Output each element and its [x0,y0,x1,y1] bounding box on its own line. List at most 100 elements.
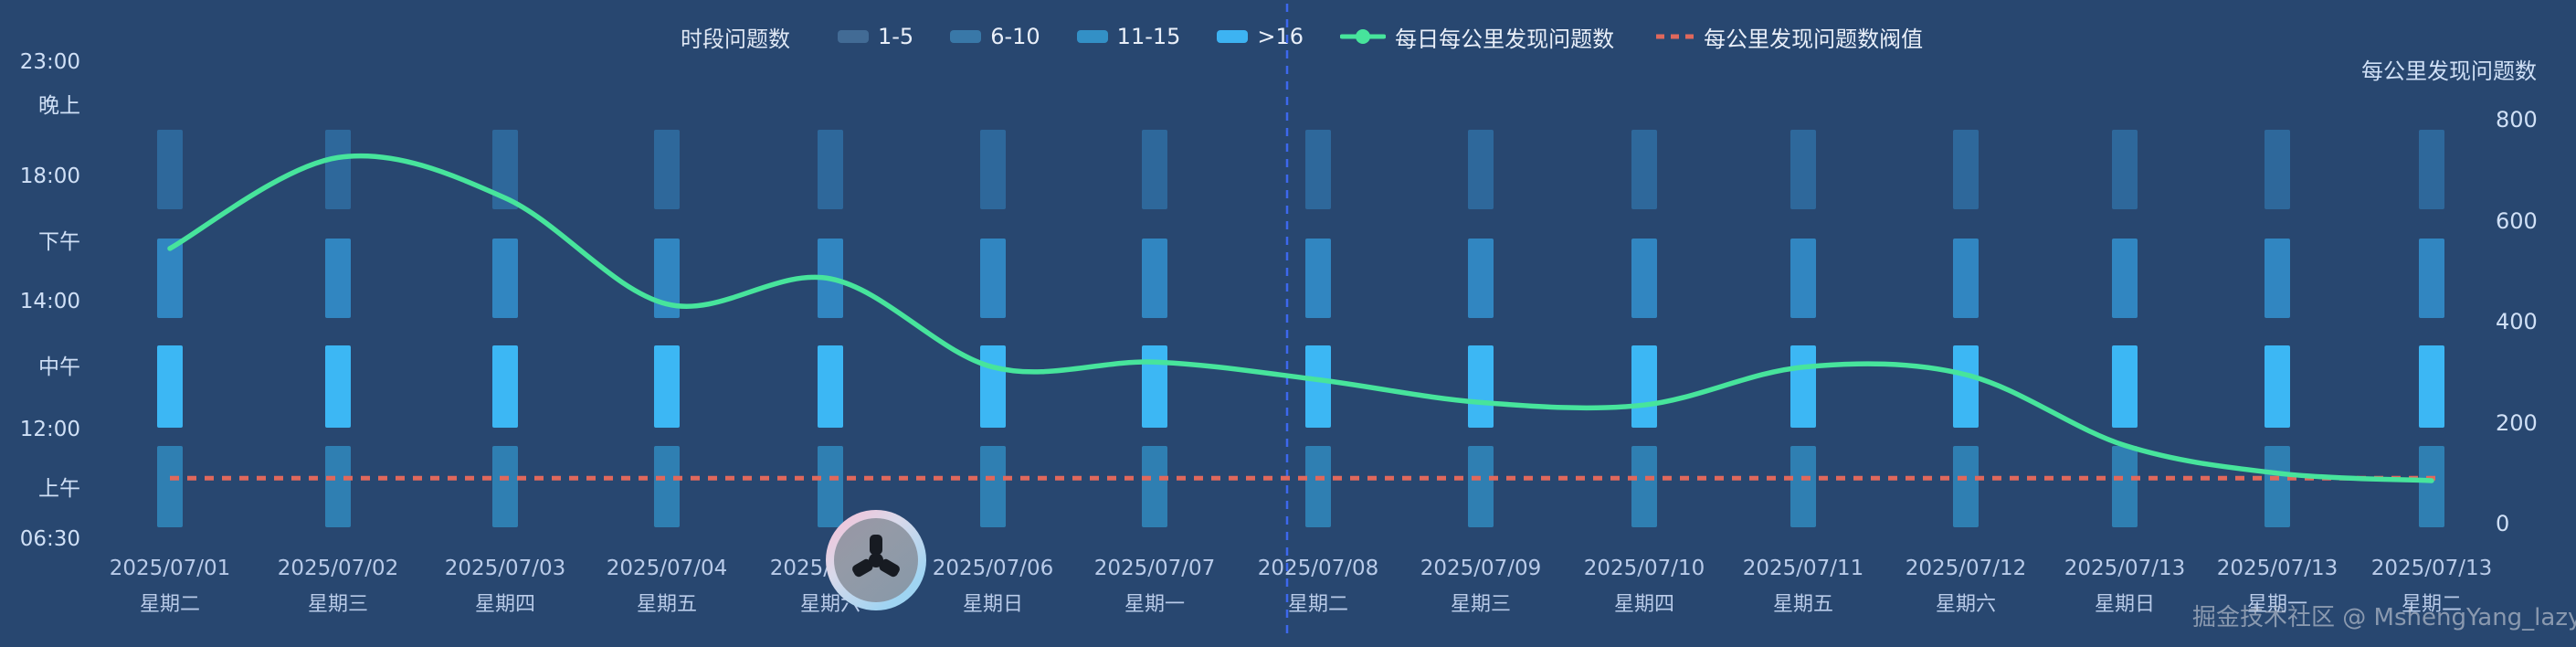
period-bar [1142,239,1167,318]
x-axis-weekday-label: 星期五 [1772,593,1833,616]
legend-item-threshold[interactable]: 每公里发现问题数阀值 [1656,21,1923,53]
period-bar [1953,239,1979,318]
legend-swatch [838,30,869,43]
period-bar [157,239,183,318]
x-axis-weekday-label: 星期一 [1124,593,1185,616]
x-axis-weekday-label: 星期六 [1935,593,1996,616]
period-bar [2112,239,2138,318]
legend-item-1-5[interactable]: 1-5 [838,24,913,49]
period-bar [492,345,518,428]
x-axis-weekday-label: 星期日 [2094,593,2155,616]
juejin-logo-badge [826,510,926,610]
period-bar [2419,345,2444,428]
x-axis-date-label: 2025/07/03 [444,557,566,580]
period-bar [492,446,518,527]
period-bar [1631,345,1657,428]
period-bar [1790,446,1816,527]
period-bar [1142,130,1167,209]
period-bar [2265,446,2290,527]
period-bar [1953,130,1979,209]
period-bar [157,345,183,428]
x-axis-weekday-label: 星期三 [307,593,368,616]
period-bar [2265,239,2290,318]
period-bar [818,130,843,209]
period-bar [1468,446,1494,527]
x-axis-weekday-label: 星期日 [962,593,1023,616]
period-bar [1305,345,1331,428]
period-bar [980,345,1006,428]
period-bar [2419,446,2444,527]
x-axis-weekday-label: 星期三 [1450,593,1511,616]
period-bar [1305,239,1331,318]
left-axis-label: 14:00 [19,290,80,313]
legend-swatch [1217,30,1249,43]
period-bar [325,239,351,318]
legend-item->16[interactable]: >16 [1217,24,1304,49]
period-bar [1305,446,1331,527]
line-series-marker-icon [1340,29,1387,44]
period-bar [2265,130,2290,209]
legend-bucket-label: 1-5 [878,24,914,49]
period-bar [492,130,518,209]
right-axis-tick: 0 [2496,511,2510,536]
x-axis-date-label: 2025/07/13 [2216,557,2338,580]
period-bar [2112,446,2138,527]
legend-swatch [950,30,982,43]
period-bar [1631,239,1657,318]
x-axis-weekday-label: 星期二 [139,593,200,616]
left-axis-label: 上午 [38,477,80,501]
legend-bucket-label: 11-15 [1116,24,1181,49]
period-bar [325,345,351,428]
right-axis-tick: 800 [2496,107,2538,133]
x-axis-weekday-label: 星期一 [2246,593,2307,616]
legend-item-6-10[interactable]: 6-10 [950,24,1040,49]
right-axis-title: 每公里发现问题数 [2361,58,2537,84]
period-bar [325,130,351,209]
left-axis-label: 23:00 [19,50,80,74]
x-axis-weekday-label: 星期四 [474,593,535,616]
period-bar [818,239,843,318]
period-bar [325,446,351,527]
period-bar [2112,130,2138,209]
period-bar [818,446,843,527]
x-axis-weekday-label: 星期四 [1613,593,1674,616]
x-axis-date-label: 2025/07/04 [606,557,728,580]
x-axis-date-label: 2025/07/12 [1905,557,2027,580]
x-axis-date-label: 2025/07/10 [1583,557,1705,580]
right-axis-tick: 600 [2496,207,2538,234]
period-bar [980,446,1006,527]
left-axis-label: 中午 [38,355,80,379]
period-bar [1142,345,1167,428]
legend-item-11-15[interactable]: 11-15 [1076,24,1181,49]
period-bar [1142,446,1167,527]
legend-item-daily-line[interactable]: 每日每公里发现问题数 [1340,21,1614,53]
period-bar [1631,130,1657,209]
period-bar [1468,345,1494,428]
period-bar [654,130,680,209]
x-axis-date-label: 2025/07/13 [2064,557,2186,580]
left-axis-label: 12:00 [19,418,80,441]
x-axis-date-label: 2025/07/13 [2370,557,2493,580]
period-bar [1468,239,1494,318]
x-axis-date-label: 2025/07/06 [932,557,1054,580]
period-bar [654,239,680,318]
left-axis-label: 晚上 [38,94,80,118]
period-bar [1631,446,1657,527]
legend-bucket-label: >16 [1257,24,1304,49]
period-bar [2112,345,2138,428]
period-bar [157,130,183,209]
right-axis-tick: 200 [2496,409,2538,436]
threshold-marker-icon [1656,34,1695,39]
legend-group-title: 时段问题数 [681,26,790,52]
period-bar [2419,239,2444,318]
x-axis-date-label: 2025/07/02 [277,557,399,580]
x-axis-weekday-label: 星期二 [1287,593,1348,616]
x-axis-date-label: 2025/07/08 [1257,557,1379,580]
period-bar [818,345,843,428]
right-axis-tick: 400 [2496,309,2538,334]
x-axis-weekday-label: 星期二 [2401,593,2462,616]
period-bar [157,446,183,527]
watermark-text: 掘金技术社区 @ MshengYang_lazy [2192,604,2576,631]
